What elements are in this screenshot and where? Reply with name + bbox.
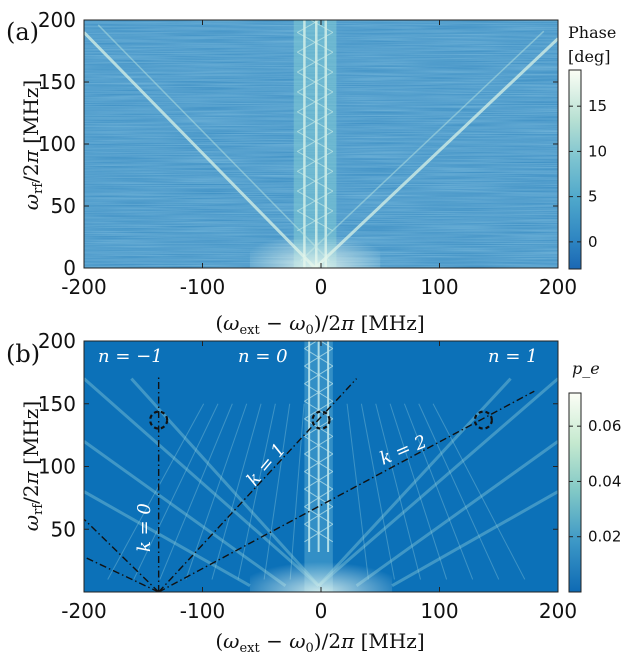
lattice-line xyxy=(304,453,334,472)
x-tick-label: 100 xyxy=(420,599,458,623)
lattice-line xyxy=(297,170,334,192)
lattice-line xyxy=(309,20,334,33)
colorbar-tick-label: 5 xyxy=(588,188,598,206)
y-tick-label: 100 xyxy=(38,132,76,156)
colorbar-tick-label: 0.04 xyxy=(588,472,621,490)
colorbar-b xyxy=(568,392,582,593)
y-tick-label: 0 xyxy=(63,256,76,280)
fan-crossing-line xyxy=(403,403,474,580)
colorbar-tick-label: 0 xyxy=(588,233,598,251)
dashdot-line-left-steep xyxy=(84,518,160,592)
panel-a-xlabel: (ωext − ω0)/2π [MHz] xyxy=(215,311,424,338)
panel-b-yticks: 50 100 150 200 xyxy=(38,329,558,541)
y-tick-label: 100 xyxy=(38,455,76,479)
panel-b-plot xyxy=(84,341,558,592)
colorbar-tick-label: 15 xyxy=(588,97,607,115)
panel-a-label: (a) xyxy=(6,18,39,46)
panel-b-xlabel: (ωext − ω0)/2π [MHz] xyxy=(215,629,424,656)
lattice-line xyxy=(304,341,318,349)
colorbar-tick-label: 0.02 xyxy=(588,528,621,546)
fan-crossing-line xyxy=(389,403,448,580)
lattice-line xyxy=(304,488,334,508)
x-tick-label: 200 xyxy=(539,275,577,299)
lattice-line xyxy=(304,348,334,367)
lattice-line xyxy=(304,523,334,543)
panel-a-xticks: -200 -100 0 100 200 xyxy=(61,20,577,299)
lattice-line xyxy=(304,400,334,420)
colorbar-a xyxy=(568,69,582,270)
lattice-line xyxy=(297,190,334,212)
panel-a-ylabel: ωrf/2π [MHz] xyxy=(19,80,46,210)
dashdot-line-left-shallow xyxy=(84,556,159,592)
resonance-circle xyxy=(473,410,493,430)
panel-b-features xyxy=(84,341,558,592)
dashdot-line-k1 xyxy=(158,378,358,592)
lattice-line xyxy=(297,151,334,172)
x-tick-label: -100 xyxy=(180,599,225,623)
annotation-n-minus: n = −1 xyxy=(98,346,163,367)
panel-b-dashdot-lines xyxy=(84,376,535,592)
lattice-line xyxy=(297,131,334,152)
y-tick-label: 150 xyxy=(38,392,76,416)
branch-line xyxy=(84,490,251,588)
fan-crossing-line xyxy=(185,403,248,580)
x-tick-label: -200 xyxy=(61,275,106,299)
x-tick-label: 100 xyxy=(420,275,458,299)
fan-crossing-line xyxy=(432,403,526,580)
annotation-n-plus: n = 1 xyxy=(488,346,538,367)
branch-line xyxy=(391,490,558,588)
x-tick-label: 0 xyxy=(315,599,328,623)
colorbar-tick-label: 10 xyxy=(588,142,607,160)
fan-crossing-line xyxy=(133,403,219,580)
x-tick-label: -100 xyxy=(180,275,225,299)
y-tick-label: 200 xyxy=(38,8,76,32)
fan-crossing-line xyxy=(159,403,233,580)
colorbar-tick-label: 0.06 xyxy=(588,417,621,435)
fan-crossing-line xyxy=(237,403,276,580)
panel-a-yticks: 0 50 100 150 200 xyxy=(38,8,558,280)
panel-b-label: (b) xyxy=(6,340,40,368)
lattice-line xyxy=(304,506,334,525)
panel-a-features xyxy=(84,20,558,268)
panel-b-ylabel: ωrf/2π [MHz] xyxy=(19,401,46,531)
resonance-circle xyxy=(311,410,331,430)
colorbar-b-title: p_e xyxy=(572,359,600,378)
colorbar-a-title-line1: Phase xyxy=(568,23,616,42)
fan-crossing-line xyxy=(107,403,205,580)
x-tick-label: -200 xyxy=(61,599,106,623)
panel-a-plot xyxy=(84,20,558,268)
bottom-glow xyxy=(249,212,381,268)
lattice-line xyxy=(304,435,334,455)
annotation-n-zero: n = 0 xyxy=(238,346,288,367)
fan-crossing-line xyxy=(211,403,262,580)
y-tick-label: 200 xyxy=(38,329,76,353)
resonance-circle xyxy=(149,410,169,430)
lattice-line xyxy=(297,71,334,93)
y-tick-label: 50 xyxy=(51,194,76,218)
colorbar-b-ticks: 0.02 0.04 0.06 xyxy=(569,417,621,546)
lattice-line xyxy=(304,471,334,490)
lattice-line xyxy=(297,111,334,133)
panel-b-circles xyxy=(149,410,493,430)
fan-crossing-line xyxy=(375,403,422,580)
lattice-line xyxy=(319,341,334,349)
lattice-line xyxy=(297,51,334,73)
x-tick-label: 200 xyxy=(539,599,577,623)
lattice-line xyxy=(297,31,334,53)
colorbar-a-ticks: 0 5 10 15 xyxy=(569,97,607,251)
dashdot-line-k2 xyxy=(158,390,535,592)
x-tick-label: 0 xyxy=(315,275,328,299)
lattice-line xyxy=(297,91,334,113)
lattice-line xyxy=(304,383,334,402)
bottom-glow xyxy=(249,541,393,592)
lattice-line xyxy=(304,365,334,385)
fan-crossing-line xyxy=(418,403,500,580)
colorbar-a-title-line2: [deg] xyxy=(568,47,610,66)
y-tick-label: 50 xyxy=(51,517,76,541)
y-tick-label: 150 xyxy=(38,70,76,94)
annotation-k0: k = 0 xyxy=(134,503,155,552)
panel-b-xticks: -200 -100 0 100 200 xyxy=(61,341,577,623)
